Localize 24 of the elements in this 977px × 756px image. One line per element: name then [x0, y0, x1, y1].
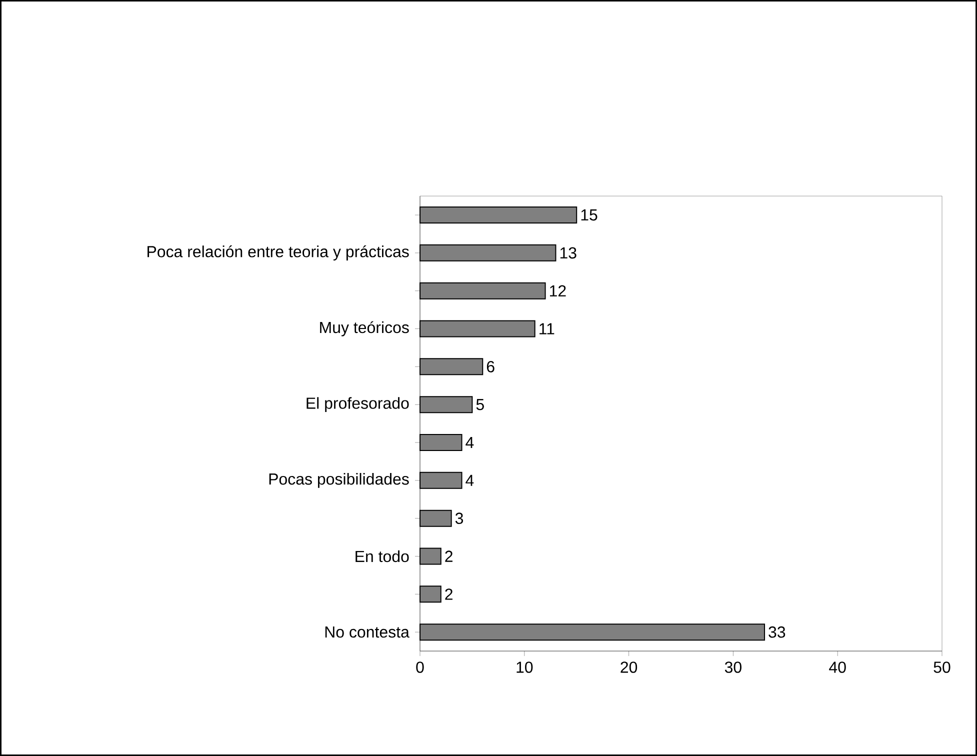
data-label: 11	[540, 323, 554, 334]
y-tick-label: Poca relación entre teoria y prácticas	[148, 245, 409, 260]
y-tick-label: No contesta	[325, 626, 410, 638]
y-tick-label: Pocas posibilidades	[269, 472, 409, 488]
data-label: 2	[445, 588, 452, 600]
data-label: 3	[455, 512, 464, 524]
data-label: 5	[476, 399, 484, 410]
y-tick-label: En todo	[356, 550, 409, 562]
data-label: 4	[466, 436, 474, 448]
data-label: 6	[486, 361, 494, 372]
x-tick-label: 30	[724, 662, 742, 673]
data-label: 12	[550, 285, 566, 296]
x-tick-label: 40	[829, 662, 846, 673]
data-label: 4	[466, 474, 474, 486]
data-label: 13	[560, 247, 576, 259]
data-label: 15	[581, 209, 598, 221]
data-label: 2	[445, 550, 452, 562]
data-label: 33	[768, 626, 786, 638]
x-tick-label: 0	[416, 662, 424, 673]
y-tick-label: Muy teóricos	[320, 321, 409, 336]
x-tick-label: 20	[620, 662, 638, 673]
x-tick-label: 50	[934, 662, 950, 673]
y-tick-label: El profesorado	[306, 397, 409, 412]
x-tick-label: 10	[516, 662, 533, 673]
